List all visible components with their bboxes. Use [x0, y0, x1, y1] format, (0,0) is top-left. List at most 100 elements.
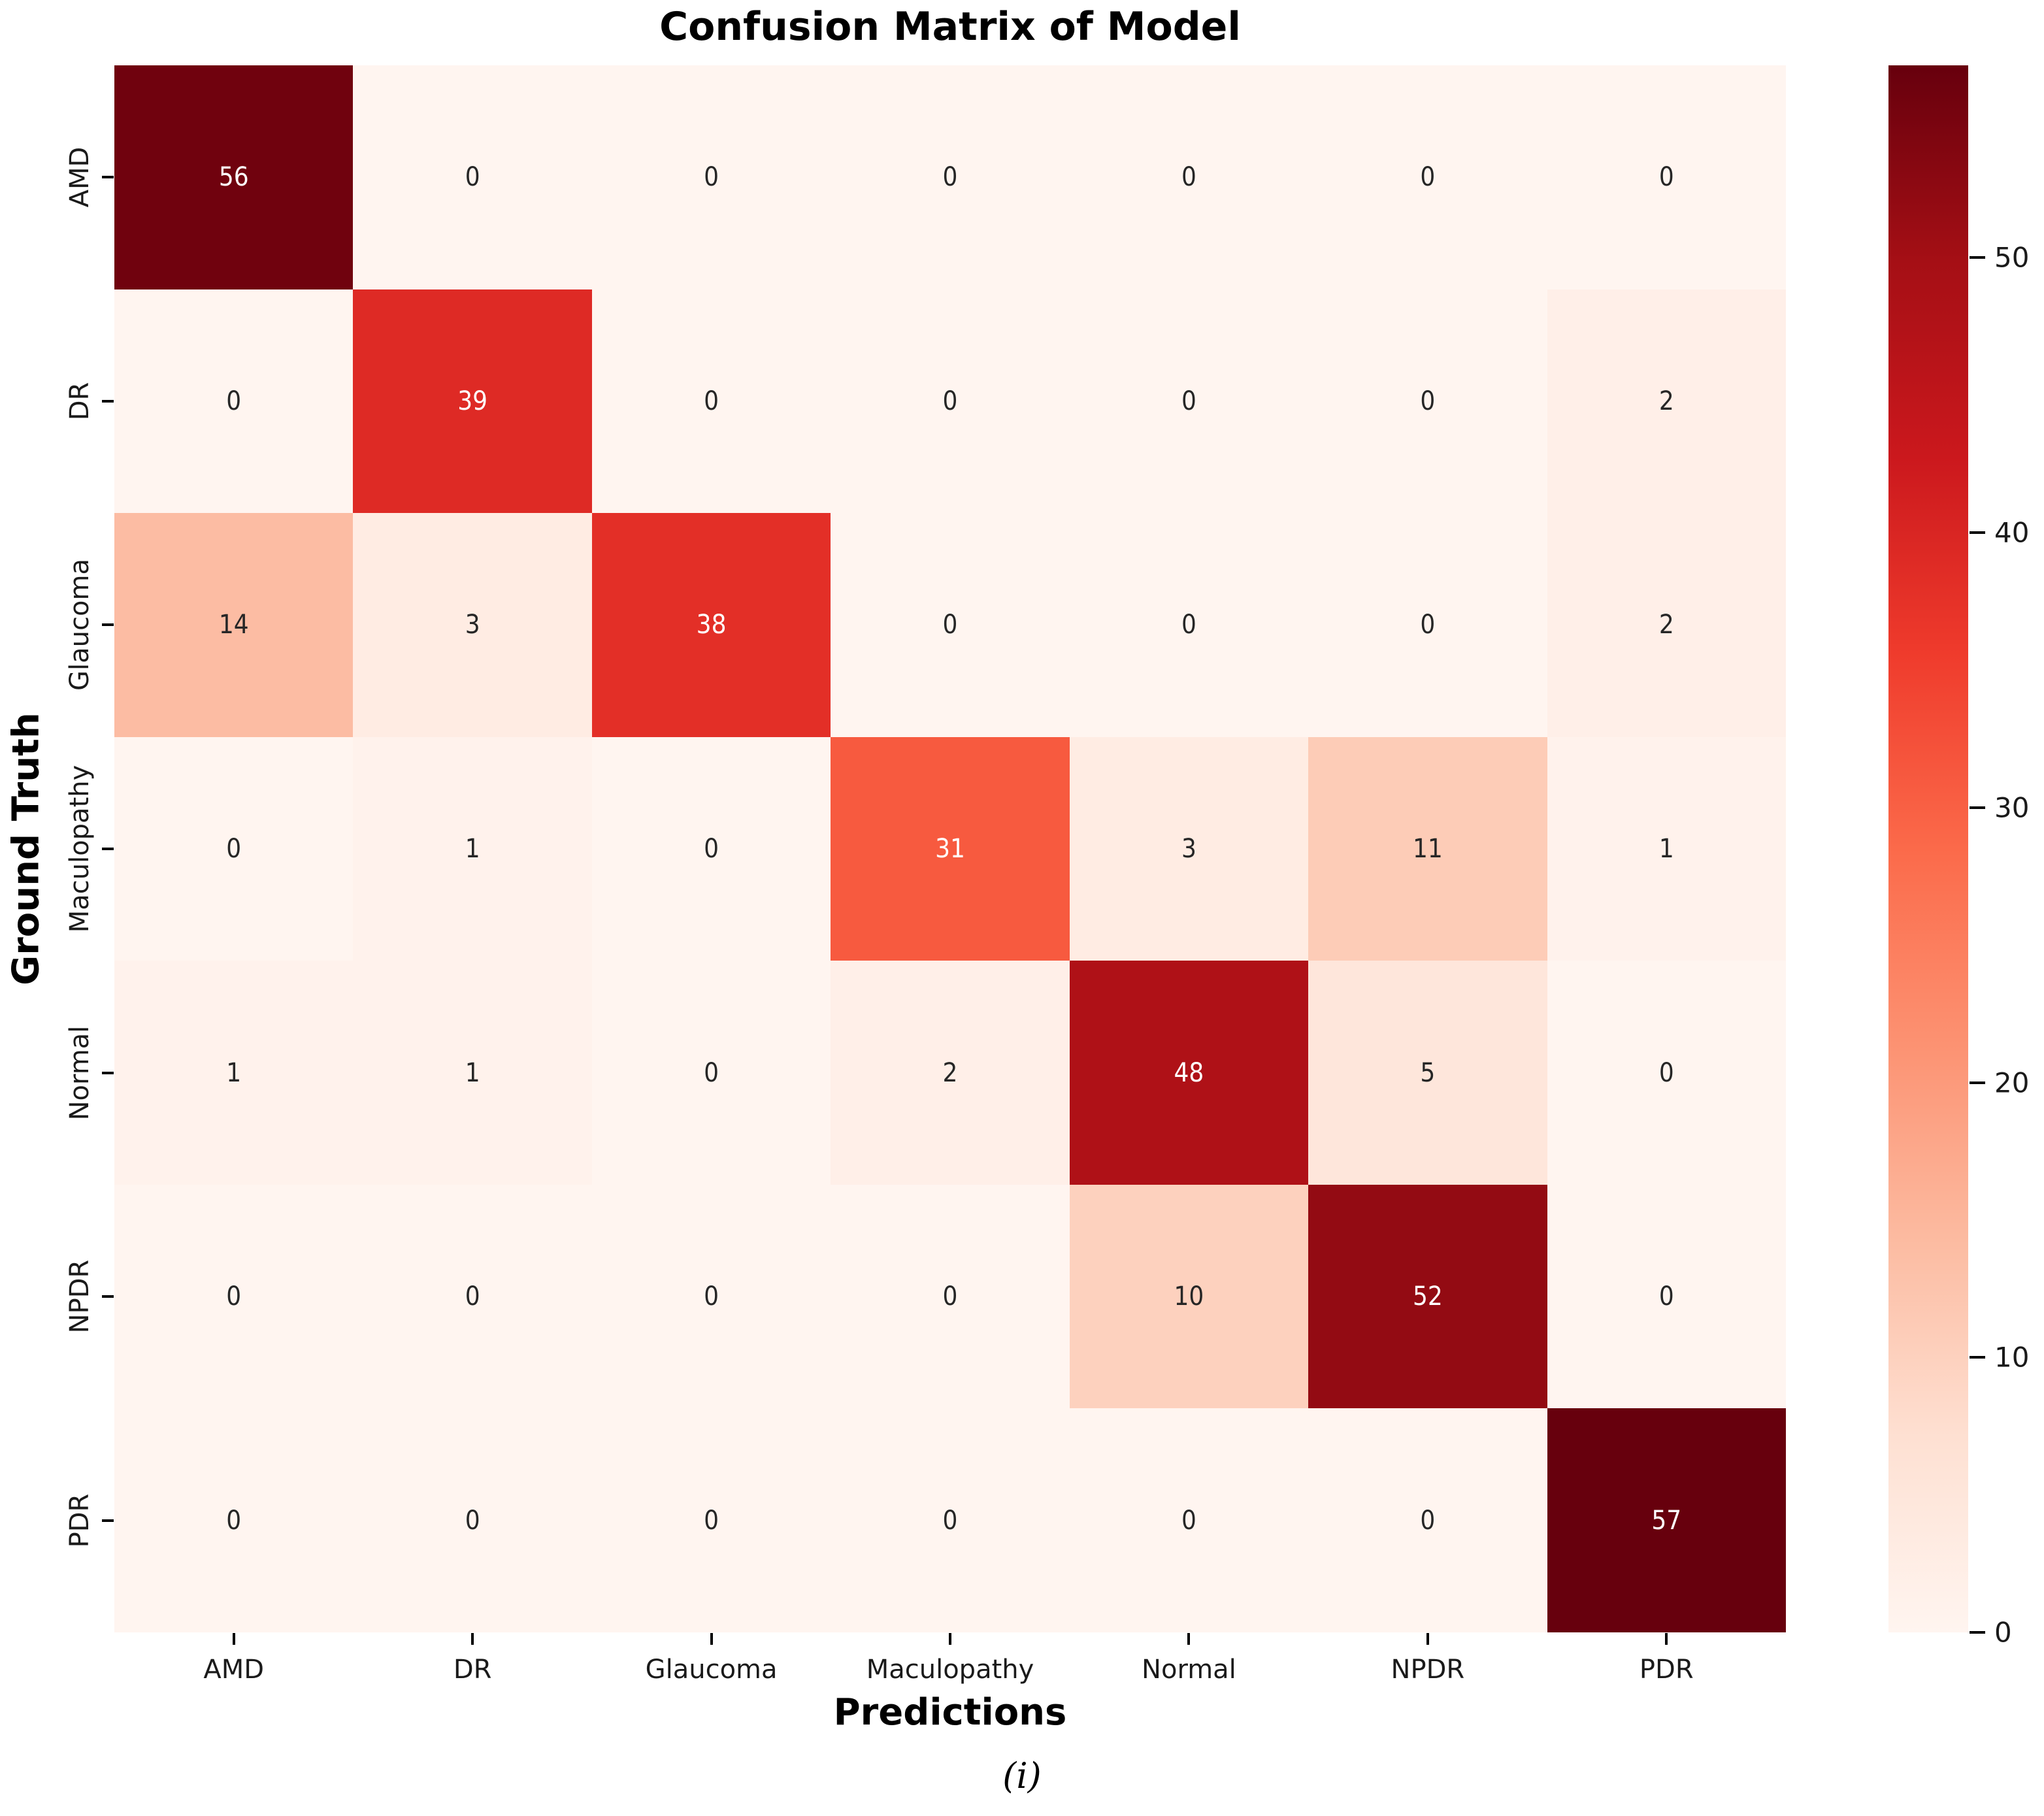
cell-value: 39 — [457, 386, 488, 416]
heatmap-cell: 0 — [1308, 289, 1547, 514]
heatmap-cell: 52 — [1308, 1184, 1547, 1409]
heatmap-cell: 0 — [353, 1184, 592, 1409]
heatmap-cell: 3 — [1069, 736, 1309, 961]
colorbar-tick-mark — [1970, 1631, 1985, 1634]
cell-value: 2 — [1658, 610, 1674, 640]
cell-value: 0 — [704, 162, 719, 193]
colorbar-tick-label: 50 — [1994, 241, 2030, 274]
x-tick-label: PDR — [1639, 1655, 1694, 1685]
heatmap-cell: 1 — [353, 961, 592, 1185]
heatmap-cell: 1 — [114, 961, 354, 1185]
cell-value: 0 — [942, 1505, 958, 1536]
heatmap-cell: 0 — [1308, 513, 1547, 737]
x-axis-label: Predictions — [833, 1691, 1067, 1734]
cell-value: 0 — [1658, 162, 1674, 193]
cell-value: 1 — [465, 1057, 480, 1088]
heatmap-cell: 2 — [831, 961, 1070, 1185]
heatmap-cell: 0 — [831, 1184, 1070, 1409]
y-tick-label: NPDR — [65, 1259, 95, 1334]
y-tick-mark — [102, 1519, 114, 1522]
heatmap-cell: 0 — [1069, 289, 1309, 514]
cell-value: 57 — [1651, 1505, 1682, 1536]
cell-value: 0 — [942, 386, 958, 416]
heatmap-cell: 0 — [591, 736, 831, 961]
cell-value: 14 — [218, 610, 249, 640]
heatmap-cell: 48 — [1069, 961, 1309, 1185]
cell-value: 10 — [1174, 1281, 1204, 1312]
cell-value: 56 — [218, 162, 249, 193]
x-tick-mark — [232, 1633, 235, 1645]
cell-value: 0 — [942, 162, 958, 193]
heatmap-cell: 0 — [114, 289, 354, 514]
cell-value: 0 — [704, 1281, 719, 1312]
x-tick-label: Normal — [1142, 1655, 1236, 1685]
heatmap-cell: 0 — [1069, 513, 1309, 737]
heatmap-cell: 0 — [1069, 1408, 1309, 1632]
heatmap-cell: 0 — [114, 736, 354, 961]
x-tick-label: AMD — [203, 1655, 265, 1685]
heatmap-cell: 31 — [831, 736, 1070, 961]
y-tick-mark — [102, 1071, 114, 1074]
heatmap-cell: 0 — [1308, 1408, 1547, 1632]
y-axis-label: Ground Truth — [5, 712, 48, 985]
cell-value: 0 — [1181, 162, 1196, 193]
cell-value: 0 — [465, 162, 480, 193]
cell-value: 0 — [942, 1281, 958, 1312]
heatmap-cell: 11 — [1308, 736, 1547, 961]
heatmap-cell: 0 — [1547, 1184, 1786, 1409]
heatmap-cell: 39 — [353, 289, 592, 514]
cell-value: 0 — [1658, 1057, 1674, 1088]
heatmap-cell: 0 — [353, 1408, 592, 1632]
y-tick-label: Normal — [65, 1025, 95, 1120]
heatmap-cell: 0 — [114, 1184, 354, 1409]
cell-value: 3 — [465, 610, 480, 640]
y-tick-label: Glaucoma — [65, 559, 95, 691]
x-tick-label: NPDR — [1391, 1655, 1465, 1685]
colorbar-tick-label: 20 — [1994, 1066, 2030, 1099]
cell-value: 0 — [226, 386, 242, 416]
cell-value: 0 — [465, 1505, 480, 1536]
y-tick-label: PDR — [65, 1493, 95, 1548]
cell-value: 0 — [1658, 1281, 1674, 1312]
y-tick-mark — [102, 176, 114, 179]
x-tick-label: Maculopathy — [866, 1655, 1034, 1685]
cell-value: 0 — [226, 1281, 242, 1312]
cell-value: 0 — [1420, 386, 1436, 416]
heatmap-cell: 0 — [114, 1408, 354, 1632]
cell-value: 0 — [704, 1505, 719, 1536]
cell-value: 0 — [704, 1057, 719, 1088]
y-tick-label: DR — [65, 382, 95, 421]
x-tick-mark — [471, 1633, 474, 1645]
cell-value: 0 — [1181, 610, 1196, 640]
heatmap-cell: 1 — [1547, 736, 1786, 961]
figure-caption: (i) — [1002, 1755, 1042, 1796]
heatmap-cell: 0 — [831, 513, 1070, 737]
heatmap-cell: 0 — [591, 1408, 831, 1632]
cell-value: 0 — [704, 833, 719, 864]
x-tick-mark — [710, 1633, 713, 1645]
cell-value: 0 — [465, 1281, 480, 1312]
colorbar-tick-mark — [1970, 1356, 1985, 1359]
heatmap-grid: 56 0 0 0 0 0 0 0 39 0 0 0 0 2 14 3 38 0 0 0 2 0 1 0 31 3 11 1 1 1 0 2 48… — [114, 65, 1786, 1632]
colorbar-tick-label: 40 — [1994, 516, 2030, 549]
cell-value: 5 — [1420, 1057, 1436, 1088]
cell-value: 0 — [1420, 162, 1436, 193]
y-tick-mark — [102, 623, 114, 627]
cell-value: 2 — [1658, 386, 1674, 416]
heatmap-cell: 2 — [1547, 289, 1786, 514]
cell-value: 0 — [226, 833, 242, 864]
heatmap-cell: 5 — [1308, 961, 1547, 1185]
heatmap-cell: 56 — [114, 65, 354, 289]
colorbar-tick-label: 30 — [1994, 791, 2030, 824]
cell-value: 0 — [942, 610, 958, 640]
colorbar-tick-label: 10 — [1994, 1341, 2030, 1374]
heatmap-cell: 0 — [831, 65, 1070, 289]
heatmap-cell: 0 — [591, 1184, 831, 1409]
heatmap-cell: 0 — [353, 65, 592, 289]
x-tick-label: Glaucoma — [645, 1655, 778, 1685]
cell-value: 0 — [1181, 1505, 1196, 1536]
y-tick-mark — [102, 1295, 114, 1298]
colorbar-tick-mark — [1970, 1081, 1985, 1084]
cell-value: 1 — [1658, 833, 1674, 864]
